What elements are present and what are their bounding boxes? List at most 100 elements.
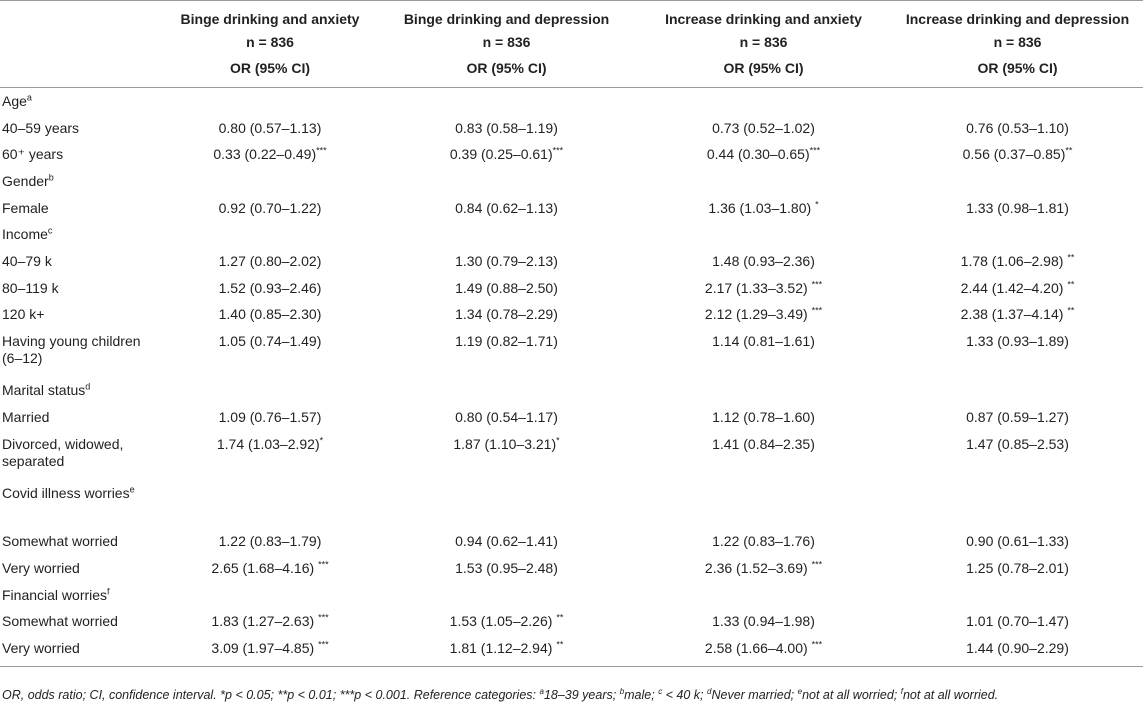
group-label: Marital statusd (2, 381, 91, 399)
or-cell: 1.25 (0.78–2.01) (892, 555, 1143, 582)
table-group-row: Marital statusd (0, 377, 1143, 404)
table-group-row: Incomec (0, 221, 1143, 248)
row-label: 120 k+ (2, 306, 45, 323)
footnote-ref-superscript: c (658, 686, 663, 696)
or-cell: 1.12 (0.78–1.60) (635, 404, 892, 431)
or-cell: 2.36 (1.52–3.69) *** (635, 555, 892, 582)
or-cell: 1.22 (0.83–1.79) (162, 529, 378, 556)
or-value: 1.19 (0.82–1.71) (455, 333, 558, 350)
or-value: 0.39 (0.25–0.61) (449, 146, 553, 163)
significance-marker: *** (318, 639, 329, 650)
row-label: Having young children (6–12) (2, 333, 141, 367)
or-value: 0.83 (0.58–1.19) (455, 119, 558, 136)
or-value: 1.22 (0.83–1.79) (218, 533, 322, 550)
table-row: Very worried 2.65 (1.68–4.16) *** 1.53 (0.… (0, 555, 1143, 582)
or-cell: 1.33 (0.98–1.81) (892, 195, 1143, 222)
or-value: 1.05 (0.74–1.49) (218, 333, 322, 350)
or-cell (635, 377, 892, 404)
or-cell (162, 582, 378, 609)
or-cell: 0.33 (0.22–0.49)*** (162, 141, 378, 168)
table-row: Having young children (6–12) 1.05 (0.74–1… (0, 328, 1143, 377)
footnote-ref-superscript: d (707, 686, 712, 696)
or-cell: 1.19 (0.82–1.71) (378, 328, 635, 377)
reference-superscript: f (107, 586, 110, 597)
table-row: Somewhat worried 1.83 (1.27–2.63) *** 1.53… (0, 609, 1143, 636)
or-value: 0.44 (0.30–0.65) (706, 146, 810, 163)
odds-ratio-table: Binge drinking and anxiety Binge drinkin… (0, 0, 1143, 668)
or-cell (892, 582, 1143, 609)
column-n: n = 836 (993, 34, 1042, 50)
footnote-ref-text: male; (624, 688, 659, 702)
reference-superscript: c (47, 225, 53, 236)
or-value: 1.33 (0.94–1.98) (712, 613, 815, 630)
or-cell (892, 88, 1143, 115)
significance-marker: ** (1067, 305, 1075, 316)
footnote-ref-superscript: e (797, 686, 803, 696)
column-n: n = 836 (482, 34, 531, 50)
or-cell (378, 88, 635, 115)
or-value: 2.65 (1.68–4.16) (211, 560, 319, 577)
or-cell: 0.92 (0.70–1.22) (162, 195, 378, 222)
table-row: Very worried 3.09 (1.97–4.85) *** 1.81 (1.… (0, 635, 1143, 668)
group-label: Agea (2, 92, 32, 109)
or-value: 1.74 (1.03–2.92) (216, 435, 320, 452)
significance-marker: *** (811, 279, 823, 289)
table-row: Somewhat worried 1.22 (0.83–1.79) 0.94 (0.… (0, 529, 1143, 556)
significance-marker: *** (552, 145, 564, 156)
or-value: 1.14 (0.81–1.61) (712, 333, 815, 350)
or-value: 1.53 (1.05–2.26) (449, 613, 557, 630)
or-cell: 3.09 (1.97–4.85) *** (162, 635, 378, 668)
or-value: 0.90 (0.61–1.33) (966, 533, 1069, 550)
column-n: n = 836 (246, 34, 294, 50)
or-cell: 1.44 (0.90–2.29) (892, 635, 1143, 668)
or-cell: 1.22 (0.83–1.76) (635, 529, 892, 556)
or-cell (378, 582, 635, 609)
or-value: 1.81 (1.12–2.94) (449, 640, 557, 657)
or-cell (892, 221, 1143, 248)
or-cell: 0.73 (0.52–1.02) (635, 115, 892, 142)
row-label: Very worried (0, 635, 162, 668)
or-cell: 1.36 (1.03–1.80) * (635, 195, 892, 222)
column-title: Binge drinking and anxiety (162, 0, 378, 29)
or-cell: 2.38 (1.37–4.14) ** (892, 302, 1143, 329)
or-value: 1.53 (0.95–2.48) (455, 560, 558, 577)
or-cell (635, 221, 892, 248)
or-cell: 0.76 (0.53–1.10) (892, 115, 1143, 142)
or-cell: 1.14 (0.81–1.61) (635, 328, 892, 377)
or-value: 1.44 (0.90–2.29) (966, 640, 1069, 657)
or-cell: 2.17 (1.33–3.52) *** (635, 275, 892, 302)
footnote-ref-text: Never married; (711, 688, 798, 702)
or-cell: 0.94 (0.62–1.41) (378, 529, 635, 556)
or-cell (162, 377, 378, 404)
or-cell (378, 168, 635, 195)
group-label: Incomec (2, 225, 53, 243)
or-value: 2.17 (1.33–3.52) (704, 279, 812, 296)
footnote-ref-text: not at all worried. (902, 688, 999, 702)
or-cell (892, 480, 1143, 529)
or-value: 0.94 (0.62–1.41) (455, 533, 558, 550)
footnote-ref-superscript: b (619, 686, 625, 696)
or-cell: 1.49 (0.88–2.50) (378, 275, 635, 302)
table-row: Married 1.09 (0.76–1.57) 0.80 (0.54–1.17) 1… (0, 404, 1143, 431)
row-label: Divorced, widowed, separated (2, 435, 124, 469)
row-label: Very worried (2, 560, 80, 577)
significance-marker: ** (1067, 279, 1075, 289)
table-row: 60⁺ years 0.33 (0.22–0.49)*** 0.39 (0.25–0… (0, 141, 1143, 168)
or-value: 1.33 (0.93–1.89) (966, 333, 1069, 350)
or-cell: 1.40 (0.85–2.30) (162, 302, 378, 329)
row-label: 40–79 k (2, 252, 52, 269)
or-value: 1.48 (0.93–2.36) (712, 252, 815, 269)
table-row: 40–79 k 1.27 (0.80–2.02) 1.30 (0.79–2.13) 1… (0, 248, 1143, 275)
or-cell: 0.80 (0.54–1.17) (378, 404, 635, 431)
group-label: Genderb (2, 172, 54, 189)
significance-marker: *** (318, 559, 329, 570)
or-cell: 0.56 (0.37–0.85)** (892, 141, 1143, 168)
or-cell: 1.47 (0.85–2.53) (892, 431, 1143, 480)
or-cell: 0.83 (0.58–1.19) (378, 115, 635, 142)
or-value: 1.40 (0.85–2.30) (218, 306, 322, 323)
significance-marker: *** (809, 145, 821, 156)
reference-superscript: a (26, 92, 32, 103)
or-cell: 2.58 (1.66–4.00) *** (635, 635, 892, 668)
or-cell: 0.80 (0.57–1.13) (162, 115, 378, 142)
or-cell: 0.84 (0.62–1.13) (378, 195, 635, 222)
